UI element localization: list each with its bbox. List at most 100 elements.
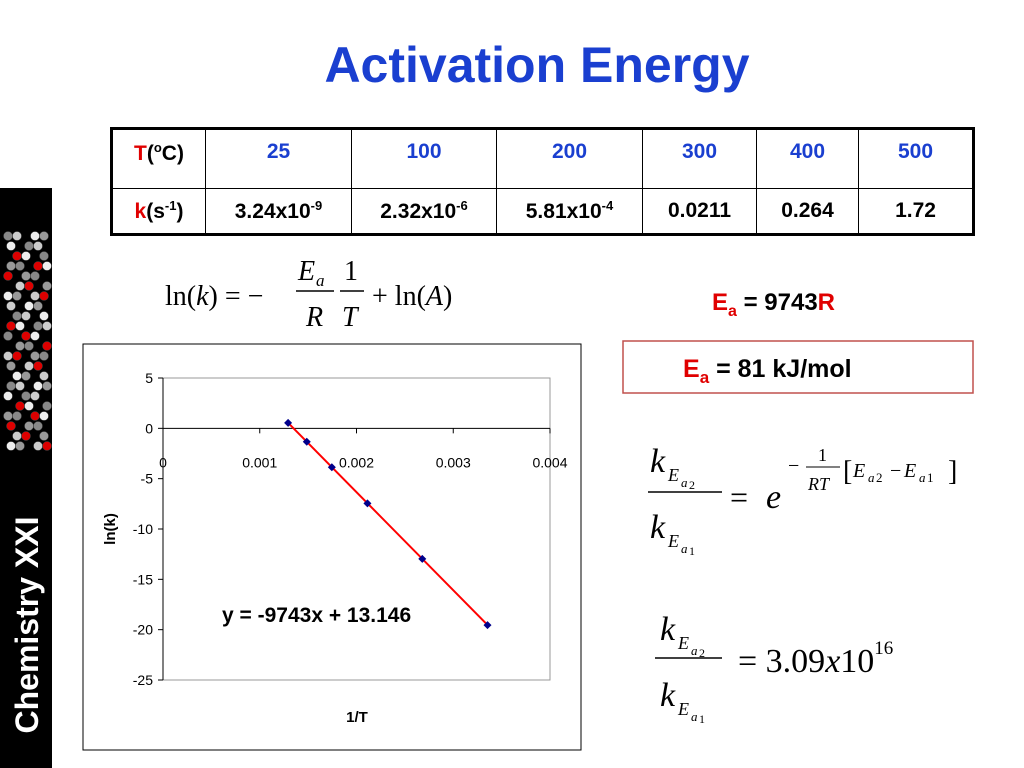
atom (6, 301, 16, 311)
atom (15, 341, 25, 351)
data-point (284, 418, 293, 427)
table-cell: 5.81x10-4 (496, 188, 643, 235)
ea-value: = 81 kJ/mol (709, 355, 851, 383)
eq-part: E (903, 460, 916, 482)
ea-value: = 9743 (737, 289, 818, 316)
atom (24, 341, 34, 351)
atom (15, 441, 25, 451)
eq-part: k (650, 509, 666, 546)
ea-result: Ea = 81 kJ/mol (683, 355, 852, 387)
eq-part: 1 (818, 445, 827, 465)
molecule-graphic (3, 231, 52, 451)
eq-part: ln( (165, 281, 196, 312)
atom (30, 291, 40, 301)
eq-part: a (691, 709, 698, 724)
atom (39, 231, 49, 241)
atom (12, 371, 22, 381)
atom (3, 331, 13, 341)
eq-part: 2 (689, 478, 695, 492)
eq-part: a (919, 470, 926, 485)
atom (6, 421, 16, 431)
eq-part: RT (807, 474, 831, 494)
atom (39, 351, 49, 361)
atom (30, 411, 40, 421)
x-axis-title: 1/T (346, 709, 368, 726)
eq-part: 1 (927, 470, 934, 485)
atom (33, 261, 43, 271)
atom (30, 351, 40, 361)
atom (42, 341, 52, 351)
atom (3, 291, 13, 301)
row-unit: (oC) (147, 140, 184, 165)
ea-sub: a (700, 368, 710, 387)
eq-part: a (681, 541, 688, 556)
atom (12, 291, 22, 301)
eq-part: x (824, 643, 840, 680)
atom (30, 271, 40, 281)
table-cell: 0.0211 (642, 188, 757, 235)
atom (24, 281, 34, 291)
atom (21, 271, 31, 281)
atom (39, 411, 49, 421)
table-cell: 3.24x10-9 (205, 188, 352, 235)
atom (3, 271, 13, 281)
atom (39, 311, 49, 321)
row-header: k(s-1) (111, 188, 206, 235)
atom (30, 231, 40, 241)
atom (3, 391, 13, 401)
data-point (418, 554, 427, 563)
eq-part: 1 (689, 544, 695, 558)
eq-text: = 3.09x1016 (738, 638, 893, 680)
data-point (302, 437, 311, 446)
ea-result: Ea = 9743R (712, 289, 835, 320)
atom (15, 281, 25, 291)
table-cell: 200 (496, 128, 643, 189)
eq-part: k (650, 443, 666, 480)
data-point (483, 621, 492, 630)
atom (30, 391, 40, 401)
unit-sup: -1 (164, 198, 177, 213)
eq-part: e (766, 479, 781, 516)
atom (24, 241, 34, 251)
unit-part: ) (176, 200, 184, 223)
eq-part: k (660, 677, 676, 714)
eq-part: ) = − (209, 281, 264, 312)
atom (21, 311, 31, 321)
atom (12, 411, 22, 421)
y-tick-label: -10 (133, 521, 153, 537)
y-tick-label: 5 (145, 370, 153, 386)
cell-base: 5.81x10 (525, 200, 602, 223)
row-symbol: T (134, 142, 147, 165)
eq-part: E (852, 460, 865, 482)
atom (15, 321, 25, 331)
eq-part: k (660, 611, 676, 648)
table-cell: 500 (858, 128, 974, 189)
atom (24, 401, 34, 411)
eq-part: 2 (876, 470, 883, 485)
eq-part: E (667, 465, 679, 485)
data-table: T(oC) 25 100 200 300 400 500 k(s-1) 3.24x10-9 2.3… (110, 127, 975, 236)
y-tick-label: -20 (133, 622, 153, 638)
y-axis-title: ln(k) (102, 513, 119, 545)
eq-part: 2 (699, 646, 705, 660)
atom (39, 291, 49, 301)
y-tick-label: -15 (133, 571, 153, 587)
eq-part: − (890, 460, 901, 482)
atom (33, 361, 43, 371)
atom (3, 411, 13, 421)
eq-part: E (677, 699, 689, 719)
eq-part: ) (443, 281, 452, 312)
table-cell: 100 (351, 128, 497, 189)
x-tick-label: 0.003 (436, 454, 471, 470)
row-header: T(oC) (111, 128, 206, 189)
table-cell: 400 (756, 128, 859, 189)
eq-part: 10 (840, 643, 874, 680)
atom (30, 331, 40, 341)
unit-sup: o (153, 140, 162, 155)
atom (21, 251, 31, 261)
eq-part: 1 (344, 256, 358, 287)
ea-symbol: E (683, 355, 700, 383)
ea-r: R (818, 289, 835, 316)
